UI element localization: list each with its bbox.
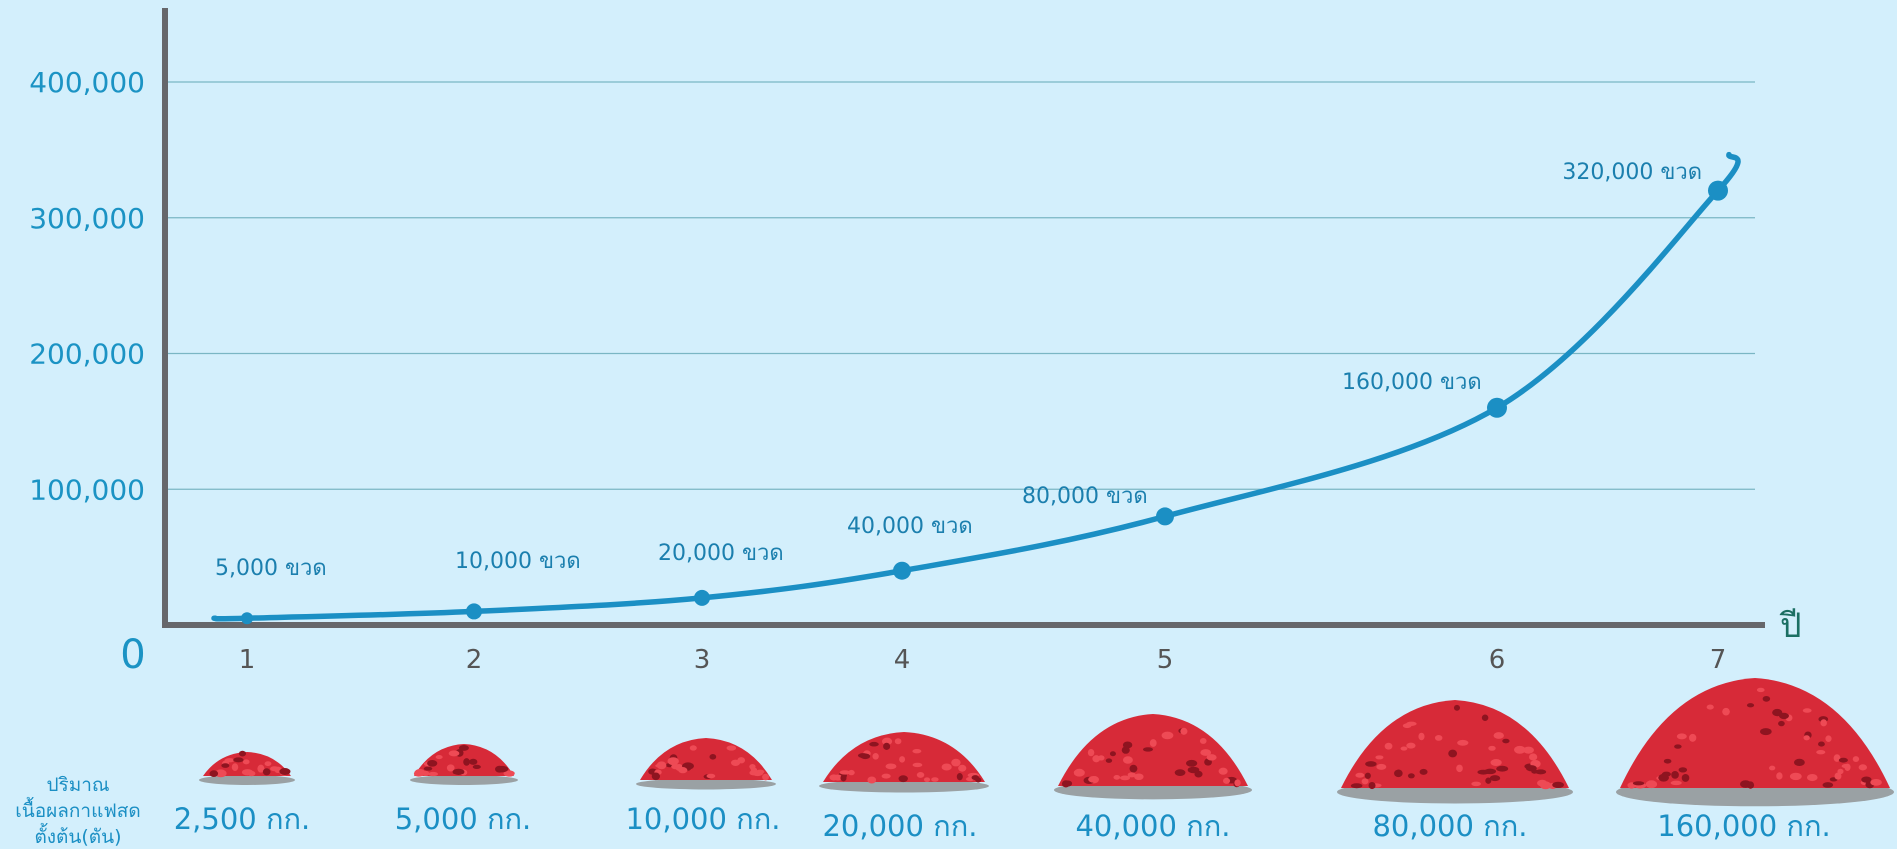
coffee-pile	[1337, 700, 1573, 804]
data-label: 80,000 ขวด	[1022, 484, 1148, 509]
y-tick-label: 200,000	[29, 338, 145, 371]
data-point	[1708, 180, 1728, 201]
data-points	[241, 180, 1728, 625]
data-label: 160,000 ขวด	[1342, 370, 1482, 395]
data-point	[694, 589, 710, 606]
y-tick-label: 300,000	[29, 202, 145, 235]
y-axis-ticks: 100,000 200,000 300,000 400,000	[29, 66, 145, 506]
coffee-piles	[199, 678, 1894, 807]
x-tick-label: 7	[1710, 645, 1727, 675]
x-tick-label: 6	[1489, 645, 1506, 675]
x-axis-ticks: 1 2 3 4 5 6 7	[239, 645, 1727, 675]
coffee-pile	[410, 744, 518, 785]
coffee-pile	[1054, 714, 1252, 800]
data-label: 320,000 ขวด	[1562, 160, 1702, 185]
caption-line-2: เนื้อผลกาแฟสด	[15, 797, 140, 822]
weight-label: 160,000 กก.	[1657, 809, 1830, 843]
coffee-pile	[636, 738, 776, 790]
x-tick-label: 3	[694, 645, 711, 675]
weight-label: 20,000 กก.	[822, 809, 977, 843]
x-tick-label: 4	[894, 645, 911, 675]
data-point	[241, 612, 253, 625]
weight-label: 10,000 กก.	[625, 802, 780, 836]
grid-lines	[168, 81, 1755, 490]
data-label: 40,000 ขวด	[847, 514, 973, 539]
data-point	[1487, 397, 1507, 418]
data-label: 20,000 ขวด	[658, 541, 784, 566]
weight-caption: ปริมาณ เนื้อผลกาแฟสด ตั้งต้น(ตัน)	[15, 774, 140, 848]
coffee-pile	[1616, 678, 1894, 807]
x-tick-label: 2	[466, 645, 483, 675]
growth-curve	[211, 151, 1741, 622]
weight-label: 80,000 กก.	[1372, 809, 1527, 843]
caption-line-3: ตั้งต้น(ตัน)	[34, 823, 121, 848]
weight-label: 2,500 กก.	[174, 802, 311, 836]
x-axis-label: ปี	[1779, 606, 1801, 646]
coffee-pile	[199, 750, 295, 785]
y-tick-label: 100,000	[29, 473, 145, 506]
x-tick-label: 5	[1157, 645, 1174, 675]
data-label: 10,000 ขวด	[455, 549, 581, 574]
data-point	[893, 561, 911, 580]
coffee-pile	[819, 732, 989, 793]
weight-label: 40,000 กก.	[1075, 809, 1230, 843]
origin-label: 0	[120, 632, 145, 678]
weight-label: 5,000 กก.	[395, 802, 532, 836]
weight-labels: 2,500 กก. 5,000 กก. 10,000 กก. 20,000 กก. 40…	[174, 802, 1831, 843]
caption-line-1: ปริมาณ	[46, 774, 109, 796]
data-point	[1156, 507, 1174, 526]
data-label: 5,000 ขวด	[215, 556, 327, 581]
data-labels: 5,000 ขวด 10,000 ขวด 20,000 ขวด 40,000 ขวด 8…	[215, 160, 1702, 581]
data-point	[466, 603, 482, 620]
y-tick-label: 400,000	[29, 66, 145, 99]
x-tick-label: 1	[239, 645, 256, 675]
